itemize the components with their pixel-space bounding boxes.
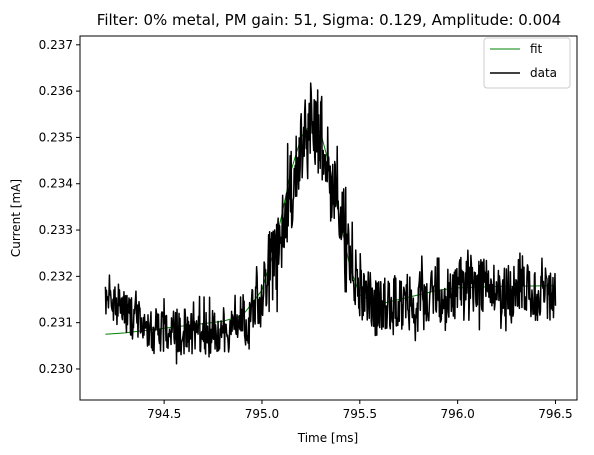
y-tick-label: 0.233 (39, 223, 73, 237)
x-tick-label: 795.5 (343, 407, 377, 421)
y-tick-label: 0.237 (39, 38, 73, 52)
x-tick-label: 796.0 (440, 407, 474, 421)
chart-title: Filter: 0% metal, PM gain: 51, Sigma: 0.… (97, 11, 561, 29)
legend-data-label: data (530, 66, 557, 80)
y-tick-label: 0.236 (39, 84, 73, 98)
y-tick-label: 0.230 (39, 362, 73, 376)
y-tick-label: 0.235 (39, 130, 73, 144)
data-series (104, 82, 557, 365)
x-tick-label: 796.5 (538, 407, 572, 421)
x-axis-ticks: 794.5 795.0 795.5 796.0 796.5 (147, 400, 573, 421)
x-tick-label: 794.5 (147, 407, 181, 421)
y-tick-label: 0.232 (39, 269, 73, 283)
y-axis-ticks: 0.230 0.231 0.232 0.233 0.234 0.235 0.236 0.237 (39, 38, 80, 376)
x-axis-label: Time [ms] (297, 431, 359, 445)
axes-frame (79, 35, 578, 401)
legend: fit data (483, 37, 571, 89)
legend-fit-label: fit (530, 42, 543, 56)
data-line (104, 82, 557, 365)
y-tick-label: 0.234 (39, 177, 73, 191)
plot-area (104, 82, 557, 365)
x-tick-label: 795.0 (245, 407, 279, 421)
y-axis-label: Current [mA] (9, 179, 23, 257)
y-tick-label: 0.231 (39, 316, 73, 330)
legend-box (483, 37, 571, 89)
